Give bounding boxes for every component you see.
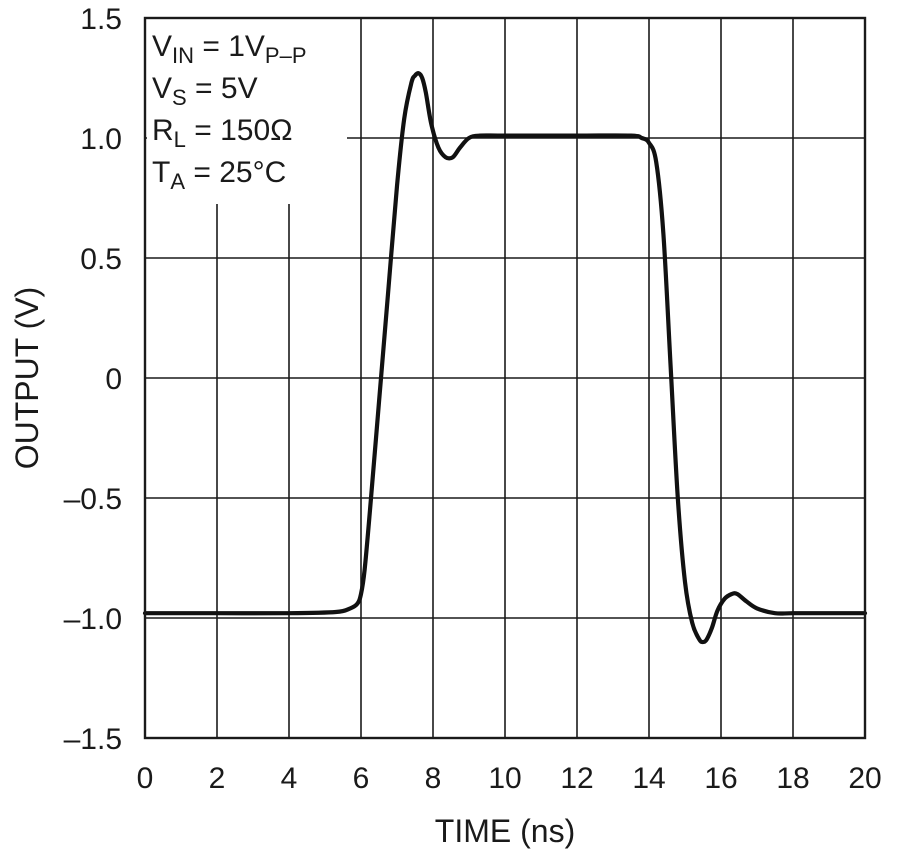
x-tick-label: 16 [704, 762, 737, 795]
x-tick-labels: 0 2 4 6 8 10 12 14 16 18 20 [137, 762, 882, 795]
x-tick-label: 8 [425, 762, 442, 795]
x-tick-label: 4 [281, 762, 298, 795]
x-tick-label: 0 [137, 762, 154, 795]
y-tick-label: –1.5 [64, 723, 122, 756]
y-tick-labels: 1.5 1.0 0.5 0 –0.5 –1.0 –1.5 [64, 3, 122, 756]
test-conditions: VIN = 1VP–P VS = 5V RL = 150Ω TA = 25°C [152, 30, 307, 194]
condition-line: VS = 5V [152, 72, 258, 110]
conditions-box [147, 18, 347, 204]
y-tick-label: 1.0 [80, 123, 122, 156]
grid-lines [145, 18, 865, 738]
x-tick-label: 14 [632, 762, 665, 795]
y-tick-label: 1.5 [80, 3, 122, 36]
plot-frame [143, 16, 867, 740]
y-axis-title: OUTPUT (V) [9, 287, 45, 470]
y-tick-label: 0.5 [80, 243, 122, 276]
x-tick-label: 2 [209, 762, 226, 795]
condition-line: RL = 150Ω [152, 114, 293, 152]
y-tick-label: 0 [105, 363, 122, 396]
x-tick-label: 10 [488, 762, 521, 795]
x-tick-label: 6 [353, 762, 370, 795]
x-axis-title: TIME (ns) [435, 813, 575, 849]
y-tick-label: –1.0 [64, 603, 122, 636]
x-tick-label: 20 [848, 762, 881, 795]
output-trace-line [142, 71, 868, 645]
condition-line: VIN = 1VP–P [152, 30, 307, 68]
x-tick-label: 12 [560, 762, 593, 795]
condition-line: TA = 25°C [152, 156, 286, 194]
x-tick-label: 18 [776, 762, 809, 795]
y-tick-label: –0.5 [64, 483, 122, 516]
